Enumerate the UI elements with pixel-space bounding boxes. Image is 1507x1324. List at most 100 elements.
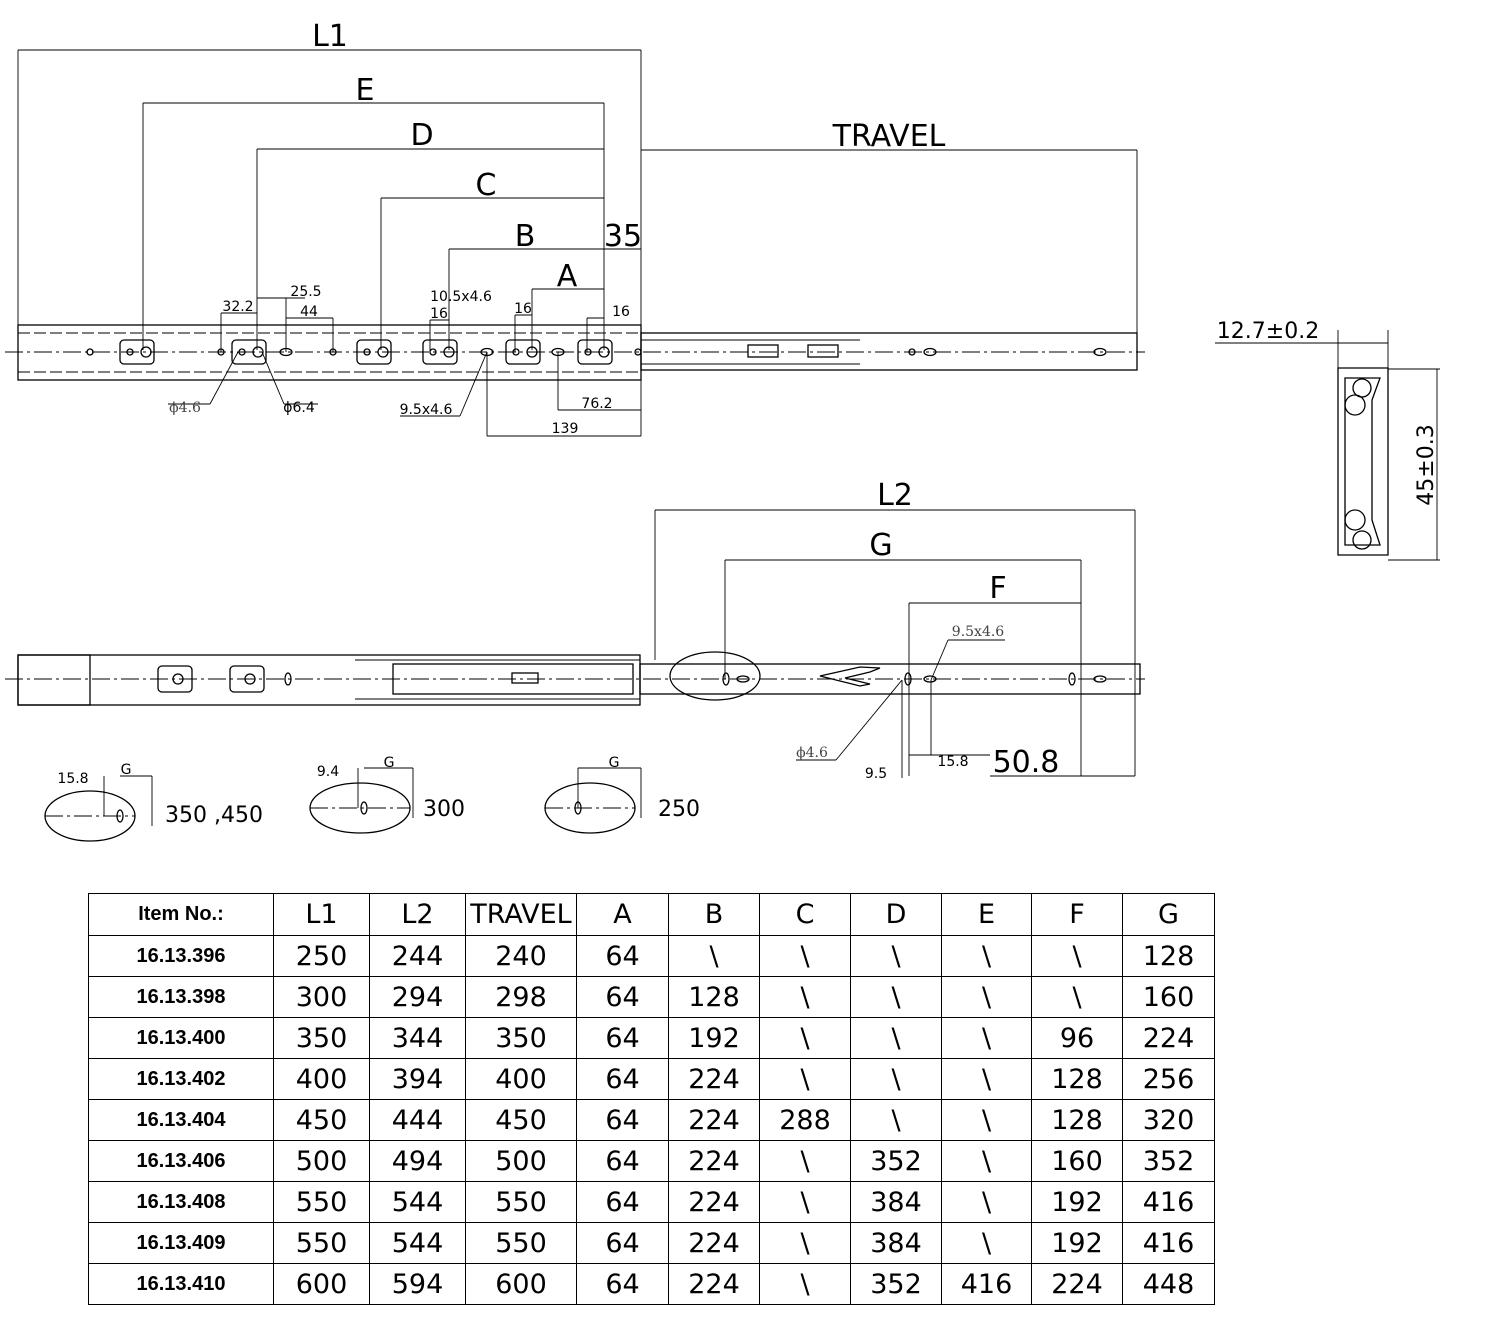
cell: 416: [941, 1263, 1032, 1305]
drawing-shape: [140, 346, 152, 358]
cell: 400: [465, 1058, 577, 1100]
drawing-shape: [584, 348, 592, 356]
drawing-shape: [505, 339, 541, 365]
cell: 350: [465, 1017, 577, 1059]
dim-44: 44: [300, 304, 318, 320]
dim-A: A: [557, 259, 578, 294]
cell: \: [759, 1017, 851, 1059]
drawing-shape: [1337, 367, 1389, 556]
dimension-table: Item No.: L1 L2 TRAVEL A B C D E F G 16.13.396 250 2…: [88, 893, 1215, 1305]
table-row: 16.13.410 600 594 600 64 224 \ 352 416 224 448: [88, 1263, 1215, 1305]
cell: 494: [369, 1140, 466, 1182]
cell: \: [759, 1263, 851, 1305]
detail-dim: 9.4: [317, 764, 339, 780]
dim-slot-9-5x4-6: 9.5x4.6: [400, 402, 453, 418]
column-header: C: [759, 893, 851, 936]
cell: 192: [1031, 1222, 1123, 1264]
cell: \: [941, 1140, 1032, 1182]
dim-15-8: 15.8: [937, 754, 968, 770]
drawing-shape: [119, 339, 155, 365]
drawing-shape: [429, 348, 437, 356]
column-header: L1: [273, 893, 370, 936]
column-header: E: [941, 893, 1032, 936]
item-number: 16.13.410: [88, 1263, 274, 1305]
detail-g: G: [384, 755, 395, 771]
cell: 224: [668, 1263, 760, 1305]
cell: 600: [273, 1263, 370, 1305]
table-row: 16.13.408 550 544 550 64 224 \ 384 \ 192 416: [88, 1181, 1215, 1223]
dimension-line: [835, 679, 903, 761]
cell: 192: [668, 1017, 760, 1059]
table-row: 16.13.402 400 394 400 64 224 \ \ \ 128 256: [88, 1058, 1215, 1100]
cell: 192: [1031, 1181, 1123, 1223]
table-row: 16.13.396 250 244 240 64 \ \ \ \ \ 128: [88, 935, 1215, 977]
item-number: 16.13.409: [88, 1222, 274, 1264]
drawing-shape: [238, 348, 246, 356]
cell: 300: [273, 976, 370, 1018]
cell: \: [850, 1099, 942, 1141]
cell: 240: [465, 935, 577, 977]
cell: 450: [273, 1099, 370, 1141]
cell: 128: [1031, 1099, 1123, 1141]
item-number: 16.13.398: [88, 976, 274, 1018]
cell: 96: [1031, 1017, 1123, 1059]
cell: 64: [576, 1181, 669, 1223]
detail-g: G: [121, 762, 132, 778]
cell: 544: [369, 1181, 466, 1223]
drawing-shape: [736, 675, 750, 683]
cell: \: [850, 1017, 942, 1059]
dim-32-2: 32.2: [222, 299, 253, 315]
dim-F: F: [989, 571, 1006, 606]
drawing-shape: [1352, 530, 1372, 550]
cell: 224: [1122, 1017, 1215, 1059]
dim-travel: TRAVEL: [832, 119, 946, 154]
cell: \: [941, 935, 1032, 977]
dim-9-5: 9.5: [865, 766, 887, 782]
cell: 128: [1122, 935, 1215, 977]
cell: 128: [1031, 1058, 1123, 1100]
dimension-line: [209, 351, 239, 405]
dim-25-5: 25.5: [290, 284, 321, 300]
profile-height: 45±0.3: [1414, 424, 1439, 505]
table-row: 16.13.406 500 494 500 64 224 \ 352 \ 160 352: [88, 1140, 1215, 1182]
dim-139: 139: [552, 421, 579, 437]
cell: 550: [273, 1181, 370, 1223]
dim-50-8: 50.8: [993, 745, 1060, 780]
column-header: B: [668, 893, 760, 936]
cell: 352: [1122, 1140, 1215, 1182]
dim-G: G: [869, 528, 892, 563]
cell: 416: [1122, 1222, 1215, 1264]
drawing-shape: [252, 346, 264, 358]
detail-label: 250: [658, 797, 700, 822]
drawing-shape: [443, 346, 455, 358]
drawing-shape: [1068, 672, 1076, 686]
cell: 224: [668, 1222, 760, 1264]
drawing-shape: [908, 348, 916, 356]
cell: 64: [576, 935, 669, 977]
drawing-shape: [157, 665, 193, 693]
drawing-shape: [217, 348, 225, 356]
dim-10-5x4-6: 10.5x4.6: [430, 289, 492, 305]
cell: \: [941, 1222, 1032, 1264]
table-row: 16.13.398 300 294 298 64 128 \ \ \ \ 160: [88, 976, 1215, 1018]
drawing-shape: [747, 344, 779, 358]
cell: \: [759, 976, 851, 1018]
cell: 224: [668, 1181, 760, 1223]
cell: 160: [1122, 976, 1215, 1018]
drawing-shape: [480, 347, 494, 357]
cell: 250: [273, 935, 370, 977]
cell: 64: [576, 976, 669, 1018]
drawing-shape: [231, 339, 267, 365]
cell: \: [850, 1058, 942, 1100]
item-number: 16.13.396: [88, 935, 274, 977]
cell: 64: [576, 1017, 669, 1059]
drawing-shape: [17, 654, 641, 706]
cell: 256: [1122, 1058, 1215, 1100]
cell: 294: [369, 976, 466, 1018]
cell: 550: [273, 1222, 370, 1264]
cell: \: [759, 1181, 851, 1223]
drawing-shape: [1093, 347, 1107, 357]
column-header: Item No.:: [88, 893, 274, 936]
detail-label: 350 ,450: [165, 803, 263, 828]
column-header: A: [576, 893, 669, 936]
